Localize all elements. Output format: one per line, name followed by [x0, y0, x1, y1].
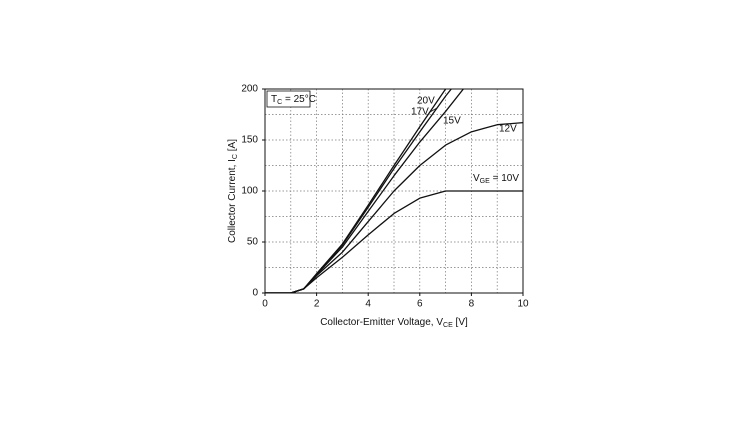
- y-tick-label: 50: [247, 237, 259, 248]
- y-tick-label: 100: [241, 186, 258, 197]
- series-line: [265, 190, 523, 293]
- condition: TC = 25°C: [271, 94, 316, 106]
- x-tick-label: 2: [314, 299, 320, 310]
- y-tick-label: 0: [252, 288, 258, 299]
- y-tick-label: 150: [241, 135, 258, 146]
- plot-frame: [264, 88, 524, 294]
- condition-box: [266, 90, 311, 108]
- condition-sub: C: [277, 99, 282, 106]
- condition-text: T: [271, 94, 277, 105]
- series-label: 10V: [501, 173, 519, 184]
- y-label-sub: C: [232, 154, 239, 159]
- x-axis-label: Collector-Emitter Voltage, VCE [V]: [320, 317, 468, 329]
- vge-text: =: [490, 173, 501, 184]
- x-label-text: [V]: [453, 317, 468, 328]
- vge-label: VGE = 10V: [473, 173, 519, 185]
- condition-text: = 25°C: [282, 94, 316, 105]
- y-tick-label: 200: [241, 84, 258, 95]
- label-leader: [429, 107, 438, 113]
- x-tick-label: 4: [365, 299, 371, 310]
- series-label: 15V: [443, 116, 461, 127]
- series-line: [265, 122, 523, 293]
- lines: [265, 89, 523, 293]
- y-label-text: Collector Current, I: [227, 159, 238, 243]
- vge-sub: GE: [480, 178, 490, 185]
- vge-text: V: [473, 173, 480, 184]
- x-tick-label: 0: [262, 299, 268, 310]
- x-label-sub: CE: [443, 322, 453, 329]
- series-label: 12V: [499, 124, 517, 135]
- series-line: [265, 89, 453, 293]
- x-tick-label: 8: [469, 299, 475, 310]
- y-axis-label: Collector Current, IC [A]: [227, 139, 239, 243]
- x-label-text: Collector-Emitter Voltage, V: [320, 317, 443, 328]
- series-label: 17V: [411, 107, 429, 118]
- y-label-text: [A]: [227, 139, 238, 154]
- series-label: 20V: [417, 96, 435, 107]
- x-tick-label: 10: [517, 299, 529, 310]
- series-line: [265, 89, 465, 293]
- x-tick-label: 6: [417, 299, 423, 310]
